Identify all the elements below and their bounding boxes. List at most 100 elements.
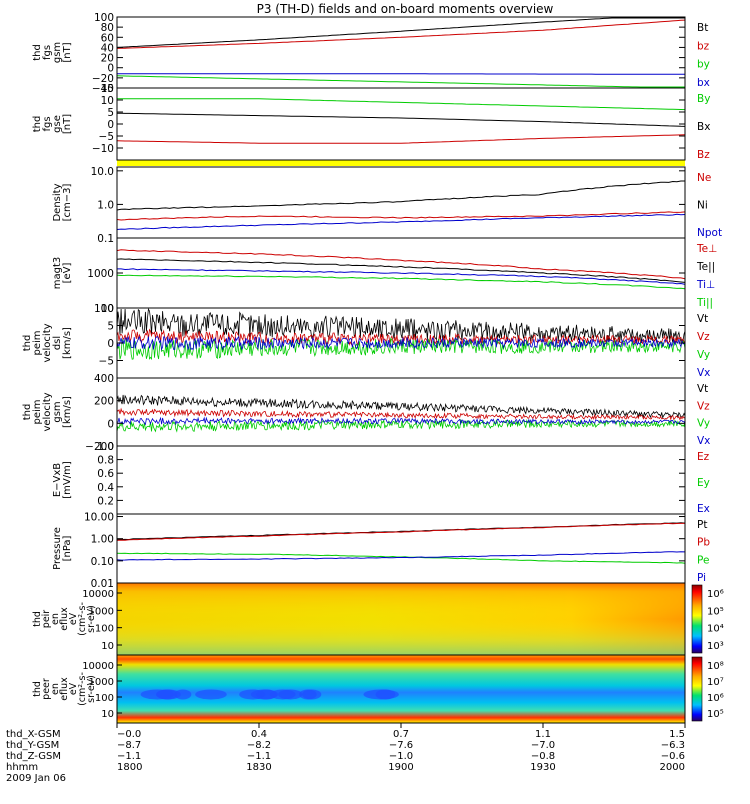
y-tick-label: 0.2	[97, 495, 114, 507]
y-tick-label: 10	[101, 95, 114, 107]
y-tick-label: 1.0	[97, 199, 114, 211]
y-label: gsm	[52, 42, 63, 63]
series-Pb	[116, 522, 685, 541]
y-label: velocity	[42, 323, 53, 362]
legend-bx: bx	[697, 77, 710, 89]
x-tick-value: 0.4	[251, 729, 267, 740]
x-tick-value: −8.2	[247, 740, 271, 751]
series-Vt	[116, 394, 686, 419]
y-tick-label: 0	[107, 338, 114, 350]
y-tick-label: 5	[107, 107, 114, 119]
series-Ti⊥	[117, 268, 686, 285]
legend-Te⊥: Te⊥	[696, 243, 717, 255]
legend-Ez: Ez	[697, 451, 710, 463]
series-by	[116, 75, 685, 88]
legend-bz: bz	[697, 40, 710, 52]
colorbar-label: 10⁷	[707, 677, 724, 688]
x-tick-value: −1.1	[247, 751, 271, 762]
y-label: sr-eV)	[86, 605, 97, 633]
y-label: sr-eV)	[86, 675, 97, 703]
y-tick-label: 10	[101, 709, 114, 720]
series-Bx	[117, 112, 686, 127]
y-tick-label: 10.00	[84, 512, 114, 524]
legend-Ti⊥: Ti⊥	[696, 279, 715, 291]
y-tick-label: 15	[101, 83, 114, 95]
series-Vt	[116, 307, 686, 344]
series-Te⊥	[116, 249, 686, 280]
x-tick-value: 1930	[530, 762, 555, 773]
panel-efield: 1.0 0.80.6 0.40.2 E−VxB [mV/m] Ez Ey Ex	[52, 441, 710, 515]
y-label: thd	[32, 116, 43, 133]
colorbar-label: 10⁴	[707, 624, 724, 635]
y-tick-label: 100	[94, 12, 114, 24]
x-tick-value: −0.0	[117, 729, 141, 740]
legend-Vt: Vt	[697, 313, 708, 325]
y-label: [nPa]	[62, 535, 73, 561]
legend-Vx: Vx	[697, 435, 710, 447]
y-label: [nT]	[62, 114, 73, 134]
panel-bg	[117, 88, 685, 160]
colorbar	[691, 656, 703, 722]
y-tick-label: 100	[94, 303, 114, 315]
colorbar-label: 10³	[707, 641, 724, 652]
y-label: thd	[22, 335, 33, 352]
y-tick-label: 400	[94, 373, 114, 385]
panel-ion_efl: 10000 1000 100 10 thdpeirenefluxeV(cm²-s-sr-…	[32, 582, 724, 656]
panel-pressure: 10.00 1.00 0.10 0.01 Pressure [nPa] Pt Pb Pe Pi	[52, 512, 710, 590]
legend-Bt: Bt	[697, 22, 708, 34]
y-tick-label: 10	[101, 641, 114, 652]
y-tick-label: −20	[92, 73, 114, 85]
legend-Pt: Pt	[697, 519, 707, 531]
y-tick-label: 0	[107, 119, 114, 131]
y-tick-label: 0	[107, 418, 114, 430]
x-tick-value: −1.1	[117, 751, 141, 762]
y-tick-label: 100	[95, 693, 114, 704]
y-label: peir	[41, 610, 52, 629]
y-tick-label: 100	[95, 624, 114, 635]
series-Bz	[116, 134, 686, 144]
legend-Vx: Vx	[697, 367, 710, 379]
x-tick-value: 1900	[388, 762, 413, 773]
y-label: Density	[52, 183, 63, 221]
y-label: en	[50, 613, 61, 625]
y-tick-label: −5	[99, 131, 114, 143]
spectrogram-patch	[155, 689, 181, 700]
spectrogram-patch	[302, 689, 322, 700]
legend-Vz: Vz	[697, 331, 710, 343]
legend-Vz: Vz	[697, 400, 710, 412]
y-label: [km/s]	[62, 396, 73, 428]
y-tick-label: 80	[101, 22, 114, 34]
y-tick-label: 10000	[82, 589, 114, 600]
y-tick-label: 40	[101, 42, 114, 54]
y-label: magt3	[52, 257, 63, 290]
legend-Pb: Pb	[697, 537, 710, 549]
colorbar-label: 10⁶	[707, 589, 724, 600]
x-tick-value: 0.7	[393, 729, 409, 740]
legend-By: By	[697, 93, 710, 105]
x-tick-value: −0.6	[661, 751, 685, 762]
y-tick-label: −10	[92, 143, 114, 155]
panel-bg	[117, 17, 685, 88]
x-tick-value: 2000	[660, 762, 685, 773]
x-tick-value: −8.7	[117, 740, 141, 751]
y-tick-label: 200	[94, 396, 114, 408]
y-label: fgs	[42, 116, 53, 131]
spectrogram-patch	[195, 689, 227, 700]
spectrogram-patch	[375, 689, 396, 700]
series-bx	[117, 73, 685, 75]
x-tick-value: −0.8	[531, 751, 555, 762]
legend-Pi: Pi	[697, 572, 706, 584]
y-label: [eV]	[62, 263, 73, 284]
legend-Pe: Pe	[697, 554, 709, 566]
series-Vx	[116, 335, 686, 351]
series-Pi	[116, 551, 686, 561]
series-Ni	[116, 180, 685, 211]
panel-velocity_gsm: 400 200 0 −200 thd peim velocity gsm [km/s] Vt Vz V…	[22, 373, 710, 453]
y-tick-label: 0.01	[91, 578, 114, 590]
x-row-label: thd_Z-GSM	[6, 751, 61, 762]
spectrogram-shade	[117, 583, 685, 655]
y-tick-label: 0.10	[91, 556, 114, 568]
y-label: peim	[32, 330, 43, 355]
